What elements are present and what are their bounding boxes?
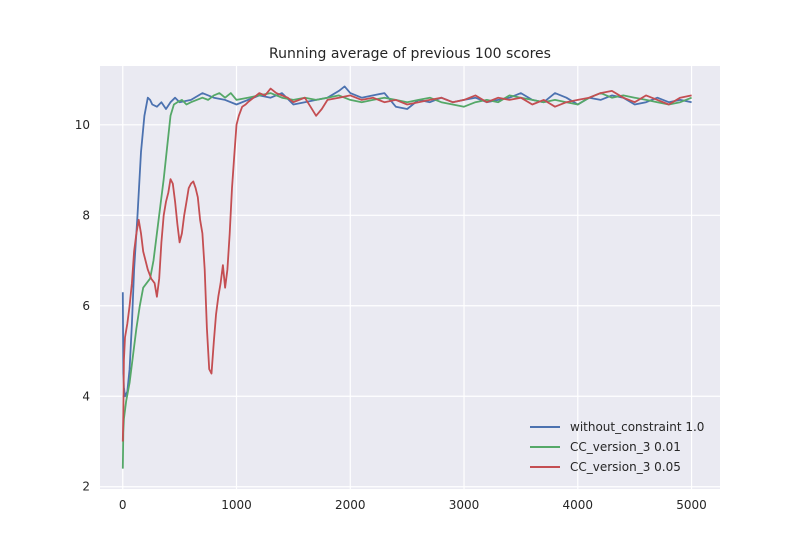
x-tick-label: 5000 — [676, 498, 707, 512]
grid-lines — [100, 66, 720, 489]
x-tick-label: 2000 — [335, 498, 366, 512]
x-tick-label: 3000 — [449, 498, 480, 512]
y-axis-ticks: 2 4 6 8 10 — [75, 118, 90, 494]
x-tick-label: 4000 — [563, 498, 594, 512]
y-tick-label: 4 — [82, 389, 90, 403]
x-tick-label: 0 — [119, 498, 127, 512]
y-tick-label: 2 — [82, 480, 90, 494]
chart-title: Running average of previous 100 scores — [269, 46, 551, 62]
legend-label: CC_version_3 0.01 — [570, 440, 681, 454]
y-tick-label: 10 — [75, 118, 90, 132]
legend-label: without_constraint 1.0 — [570, 420, 704, 434]
series-line-3 — [121, 87, 692, 442]
series-line-1 — [121, 85, 692, 398]
y-tick-label: 8 — [82, 208, 90, 222]
plot-area — [100, 66, 720, 489]
legend: without_constraint 1.0 CC_version_3 0.01 C… — [530, 420, 704, 474]
y-tick-label: 6 — [82, 299, 90, 313]
series-line-2 — [121, 92, 692, 469]
x-tick-label: 1000 — [221, 498, 252, 512]
series-lines — [121, 85, 692, 469]
legend-label: CC_version_3 0.05 — [570, 460, 681, 474]
x-axis-ticks: 0 1000 2000 3000 4000 5000 — [119, 498, 707, 512]
